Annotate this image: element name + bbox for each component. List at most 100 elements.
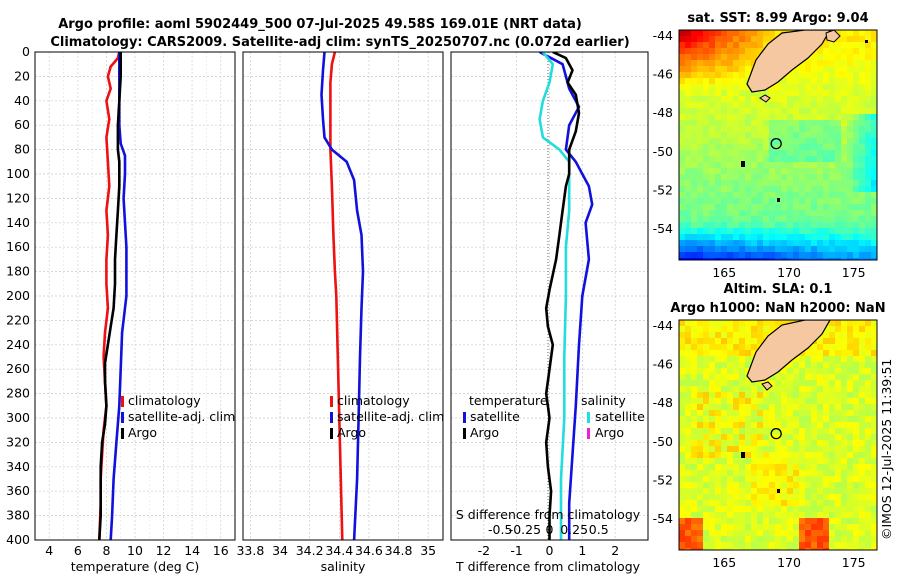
heatmap-cell [763,332,770,339]
heatmap-cell [697,132,704,139]
s-diff-tick-label: 0 [546,522,554,537]
heatmap-cell [823,96,830,103]
heatmap-cell [811,464,818,471]
heatmap-cell [835,428,842,435]
heatmap-cell [733,470,740,477]
heatmap-cell [679,416,686,423]
heatmap-cell [871,344,877,351]
heatmap-cell [829,362,836,369]
heatmap-cell [751,252,758,259]
heatmap-cell [733,66,740,73]
heatmap-cell [739,380,746,387]
t-difference-tick-labels: -2 -1 0 1 2 [478,543,620,558]
heatmap-cell [727,258,734,260]
heatmap-cell [871,548,877,550]
heatmap-cell [811,114,818,121]
heatmap-cell [823,416,830,423]
heatmap-cell [811,216,818,223]
heatmap-cell [679,500,686,507]
x-tick-label: -2 [478,543,490,558]
heatmap-cell [757,252,764,259]
heatmap-cell [685,126,692,133]
heatmap-cell [739,54,746,61]
heatmap-cell [811,72,818,79]
heatmap-cell [745,42,752,49]
heatmap-cell [859,156,866,163]
heatmap-cell [751,234,758,241]
heatmap-cell [817,542,824,549]
heatmap-cell [871,332,877,339]
heatmap-cell [697,476,704,483]
heatmap-cell [697,500,704,507]
heatmap-cell [709,78,716,85]
heatmap-cell [799,258,806,260]
heatmap-cell [751,452,758,459]
heatmap-cell [865,404,872,411]
heatmap-cell [829,332,836,339]
heatmap-cell [805,416,812,423]
heatmap-cell [745,246,752,253]
heatmap-cell [841,162,848,169]
heatmap-cell [745,452,752,459]
heatmap-cell [817,356,824,363]
sla-map-title-1: Altim. SLA: 0.1 [724,282,833,297]
heatmap-cell [685,198,692,205]
heatmap-cell [697,174,704,181]
heatmap-cell [835,494,842,501]
heatmap-cell [865,66,872,73]
heatmap-cell [721,326,728,333]
heatmap-cell [823,338,830,345]
heatmap-cell [715,494,722,501]
heatmap-cell [751,204,758,211]
heatmap-cell [733,132,740,139]
heatmap-cell [721,332,728,339]
heatmap-cell [781,374,788,381]
heatmap-cell [733,344,740,351]
heatmap-cell [697,222,704,229]
heatmap-cell [739,512,746,519]
heatmap-cell [781,150,788,157]
heatmap-cell [823,192,830,199]
heatmap-cell [697,356,704,363]
heatmap-cell [697,434,704,441]
legend-label-climatology: climatology [128,393,201,408]
heatmap-cell [691,512,698,519]
heatmap-cell [865,530,872,537]
heatmap-cell [775,512,782,519]
heatmap-cell [679,186,686,193]
heatmap-cell [799,440,806,447]
heatmap-cell [823,186,830,193]
heatmap-cell [853,36,860,43]
heatmap-cell [841,548,848,550]
heatmap-cell [865,542,872,549]
heatmap-cell [727,410,734,417]
heatmap-cell [709,240,716,247]
heatmap-cell [709,252,716,259]
heatmap-cell [697,320,704,327]
heatmap-cell [697,168,704,175]
heatmap-cell [805,500,812,507]
heatmap-cell [847,258,854,260]
heatmap-cell [709,246,716,253]
heatmap-cell [859,108,866,115]
heatmap-cell [811,144,818,151]
heatmap-cell [715,404,722,411]
heatmap-cell [733,506,740,513]
heatmap-cell [847,368,854,375]
heatmap-cell [835,404,842,411]
heatmap-cell [745,204,752,211]
heatmap-cell [865,392,872,399]
heatmap-cell [745,54,752,61]
heatmap-cell [745,548,752,550]
heatmap-cell [787,114,794,121]
heatmap-cell [871,228,877,235]
x-tick-label: 0 [546,543,554,558]
heatmap-cell [757,144,764,151]
heatmap-cell [757,428,764,435]
heatmap-cell [715,464,722,471]
heatmap-cell [703,404,710,411]
heatmap-cell [745,320,752,327]
auckland-islands [741,452,745,458]
heatmap-cell [799,234,806,241]
heatmap-cell [745,90,752,97]
